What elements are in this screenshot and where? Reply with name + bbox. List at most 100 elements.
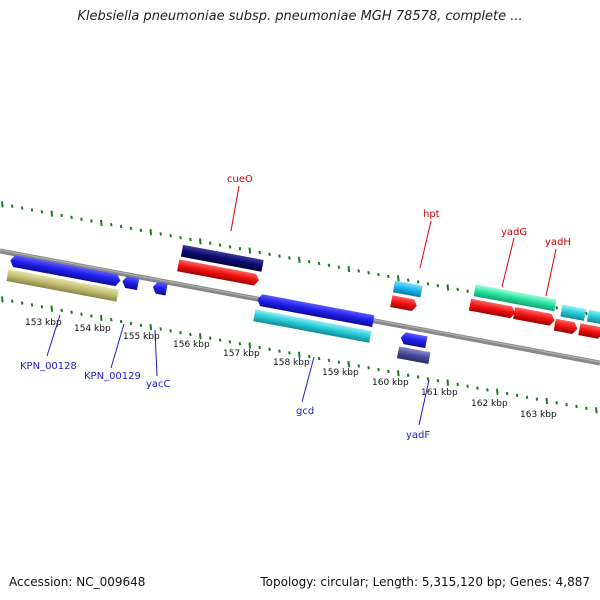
track-dot [406, 278, 410, 282]
track-dot [268, 347, 271, 351]
track-dot [60, 213, 63, 218]
track-dot [595, 407, 598, 414]
gene-feature-red-right[interactable] [553, 318, 600, 340]
track-dot [139, 323, 143, 327]
gene-feature-cueO-red[interactable] [177, 259, 260, 286]
callouts-red [230, 185, 557, 297]
track-dot [149, 228, 153, 236]
gene-feature-yadG-red[interactable] [468, 298, 516, 319]
tick-label: 158 kbp [273, 358, 310, 368]
tick-label: 156 kbp [173, 340, 210, 350]
track-dot [169, 329, 172, 333]
track-dot [307, 354, 311, 359]
track-dot [387, 369, 390, 374]
gene-feature-olive[interactable] [6, 269, 119, 302]
track-dot [466, 384, 469, 388]
gene-feature-gcd[interactable] [256, 294, 375, 328]
gene-label-yadH[interactable]: yadH [545, 237, 571, 248]
gene-feature-yadG[interactable] [473, 284, 557, 312]
track-dot [179, 330, 182, 335]
track-dot [238, 247, 242, 251]
track-dot [436, 283, 440, 288]
gene-label-yacC[interactable]: yacC [146, 379, 171, 390]
track-dot [337, 360, 341, 364]
track-dot [496, 388, 499, 395]
tick-label: 157 kbp [223, 349, 260, 359]
track-dot [169, 234, 172, 238]
track-dot [90, 219, 93, 223]
tick-labels: 153 kbp 154 kbp 155 kbp 156 kbp 157 kbp … [25, 318, 557, 420]
track-dot [545, 397, 549, 405]
track-dot [555, 401, 558, 405]
track-dot [228, 340, 232, 344]
track-dot [298, 256, 301, 263]
lower-dotted-track [1, 296, 598, 414]
track-dot [278, 254, 281, 258]
track-dot [50, 305, 54, 312]
gene-label-yadF[interactable]: yadF [406, 430, 430, 441]
accession-text: Accession: NC_009648 [9, 575, 146, 589]
track-dot [208, 336, 212, 340]
track-dot [575, 404, 578, 409]
track-dot [486, 388, 489, 392]
track-dot [189, 332, 192, 337]
gene-feature-yacC-upper[interactable] [152, 281, 168, 296]
track-dot [109, 318, 113, 322]
gene-label-KPN_00129[interactable]: KPN_00129 [84, 371, 141, 382]
gene-feature-KPN_00129-upper[interactable] [121, 275, 140, 291]
gene-label-hpt[interactable]: hpt [423, 209, 440, 220]
tick-label: 155 kbp [123, 332, 160, 342]
gene-feature-yadH-red[interactable] [513, 307, 556, 326]
track-dot [436, 378, 440, 383]
track-dot [327, 263, 331, 268]
gene-feature-yadF-blue[interactable] [400, 332, 428, 349]
track-dot [1, 201, 4, 208]
track-dot [476, 386, 479, 390]
track-dot [456, 287, 459, 292]
track-dot [149, 323, 153, 331]
track-dot [40, 305, 44, 309]
track-dot [199, 333, 202, 340]
track-dot [416, 280, 420, 284]
track-dot [109, 223, 113, 227]
tick-label: 163 kbp [520, 410, 557, 420]
track-dot [80, 312, 83, 316]
track-dot [248, 342, 252, 349]
callouts-blue [46, 314, 430, 426]
track-dot [357, 269, 360, 273]
track-dot [446, 379, 450, 386]
track-dot [585, 311, 588, 316]
gene-feature-gcd-cyan[interactable] [253, 309, 372, 343]
track-dot [525, 395, 529, 400]
track-dot [60, 308, 63, 313]
gene-feature-cyan-right[interactable] [560, 304, 600, 326]
track-dot [100, 219, 103, 226]
track-dot [337, 265, 341, 269]
track-dot [367, 366, 370, 370]
gene-label-gcd[interactable]: gcd [296, 406, 314, 417]
tick-label: 160 kbp [372, 378, 409, 388]
track-dot [446, 284, 450, 291]
track-dot [228, 245, 232, 249]
track-dot [129, 321, 133, 326]
gene-label-cueO[interactable]: cueO [227, 174, 253, 185]
gene-feature-hpt-red[interactable] [390, 295, 418, 312]
track-dot [555, 306, 558, 310]
gene-feature-cueO[interactable] [180, 244, 264, 272]
track-dot [258, 250, 261, 255]
gene-label-yadG[interactable]: yadG [501, 227, 527, 238]
gene-feature-yadF[interactable] [396, 346, 431, 365]
track-dot [20, 301, 24, 305]
track-dot [90, 314, 93, 318]
track-dot [327, 358, 331, 363]
track-dot [416, 375, 420, 379]
gene-label-KPN_00128[interactable]: KPN_00128 [20, 361, 77, 372]
gene-feature-KPN_00128[interactable] [9, 254, 121, 287]
track-dot [397, 370, 400, 377]
track-dot [466, 289, 469, 293]
gene-feature-hpt[interactable] [392, 280, 423, 298]
tick-label: 153 kbp [25, 318, 62, 328]
track-dot [119, 319, 123, 324]
page-title: Klebsiella pneumoniae subsp. pneumoniae … [77, 9, 523, 24]
